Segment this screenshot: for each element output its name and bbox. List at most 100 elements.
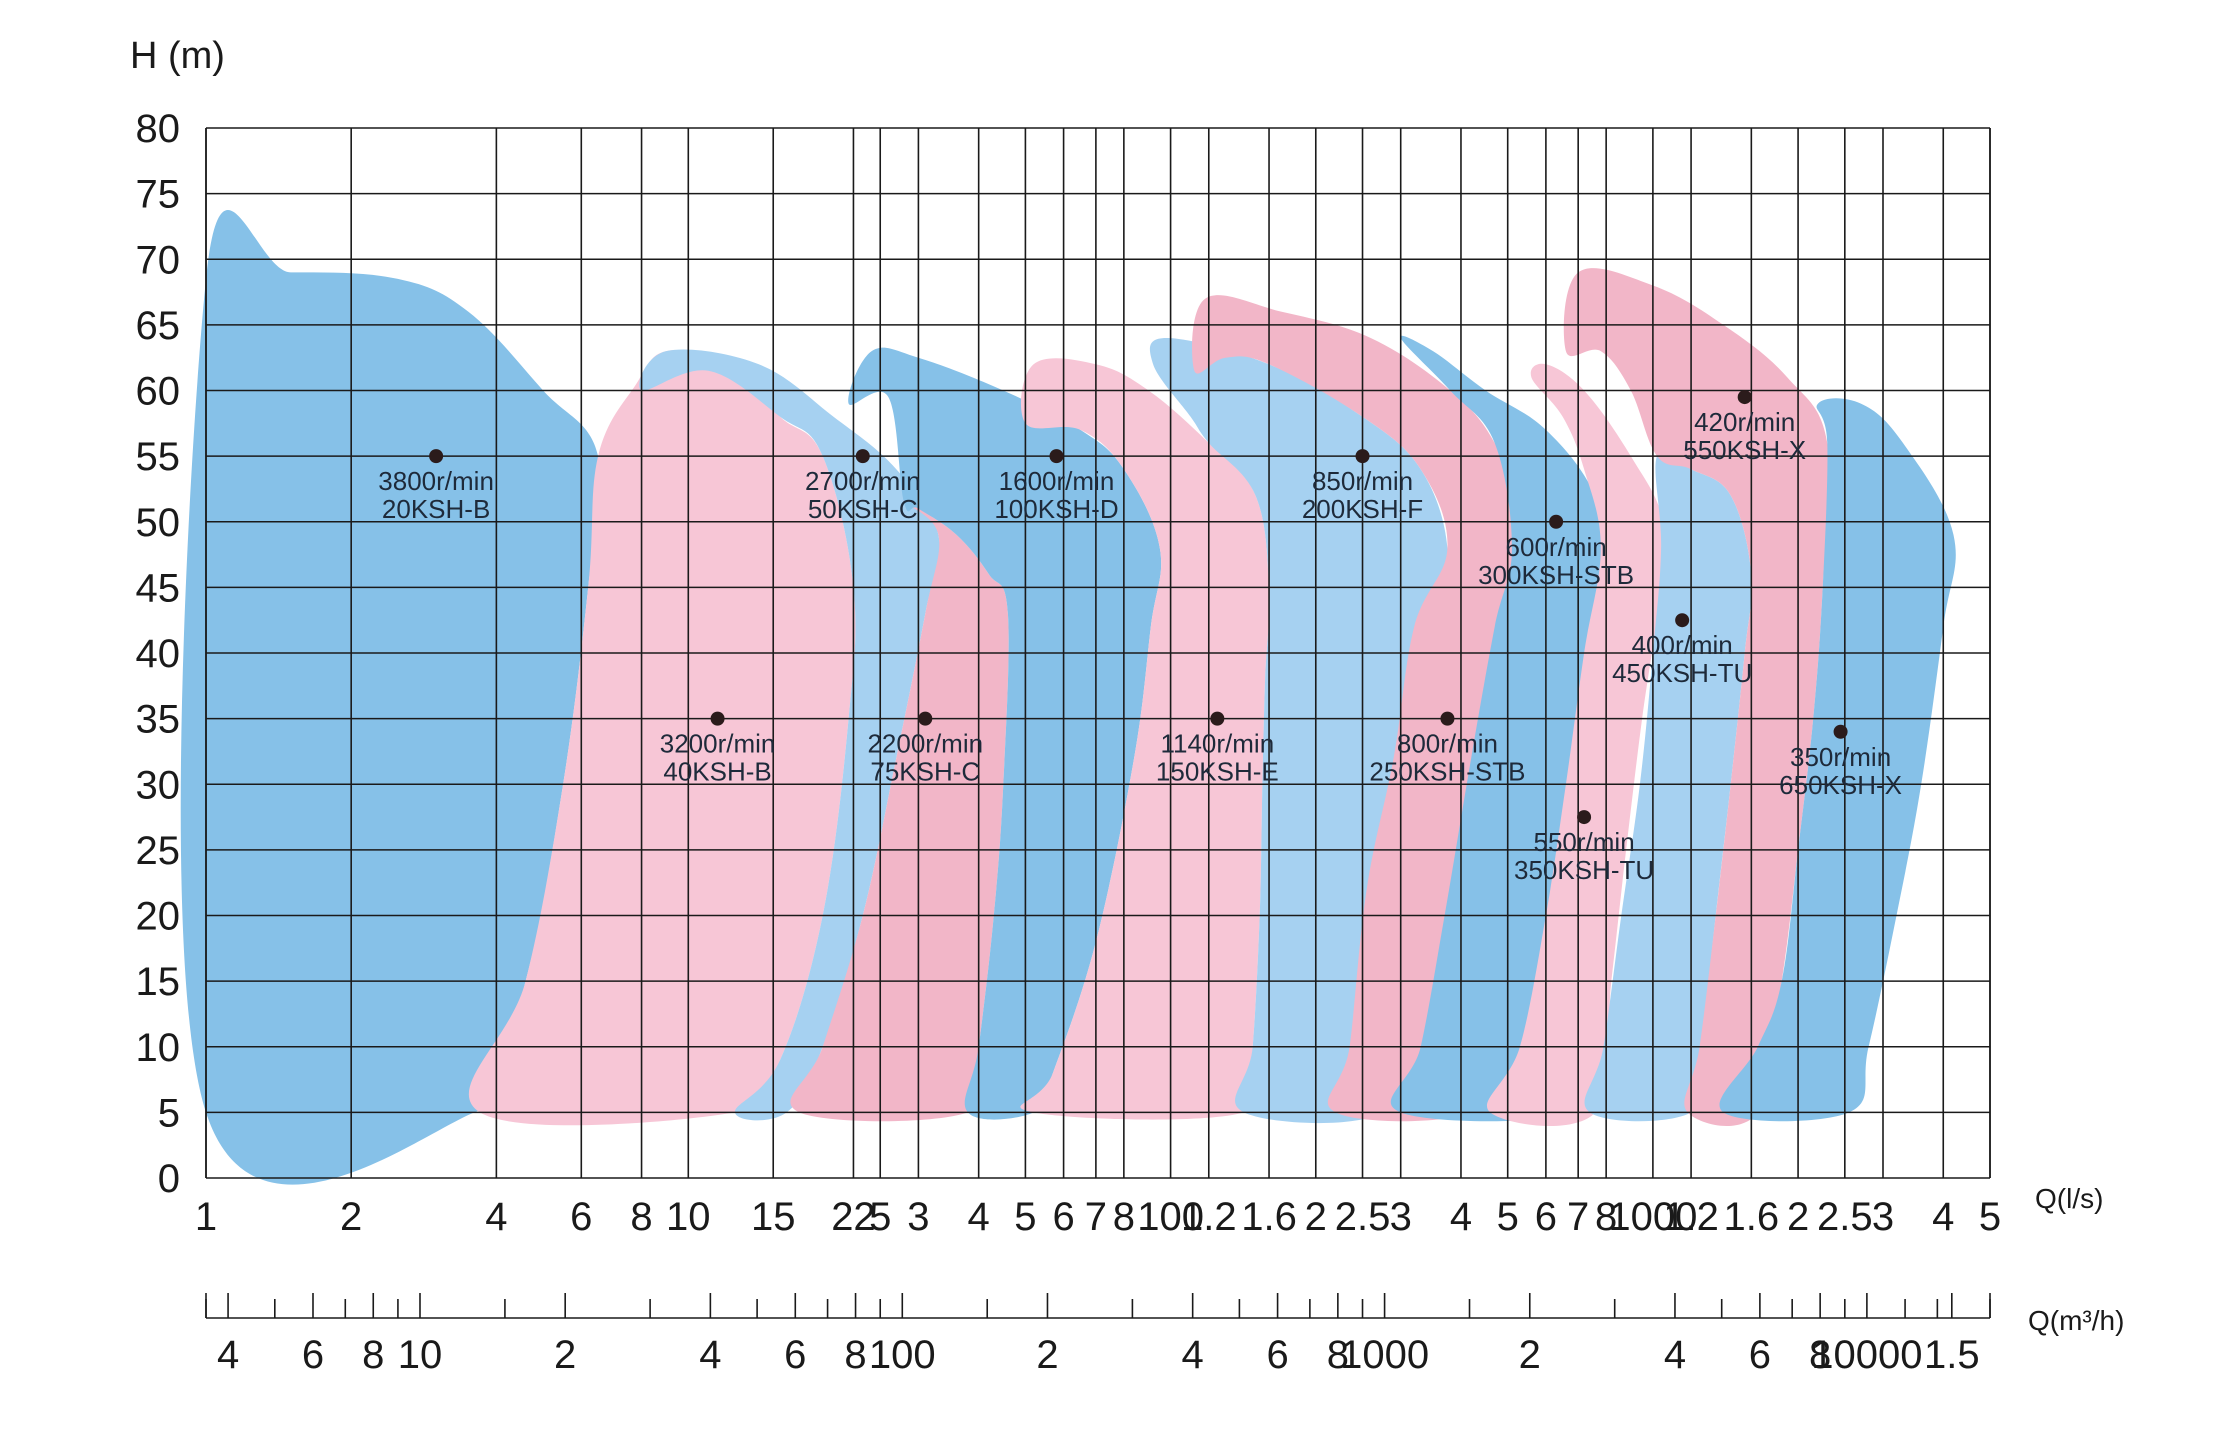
x-tick-label: 5 [1979,1195,2001,1239]
y-tick-label: 40 [136,632,181,676]
x2-tick-label: 10 [398,1333,443,1377]
model-label: 200KSH-F [1302,494,1423,524]
model-label: 150KSH-E [1156,757,1279,787]
point-200ksh-f [1355,449,1370,464]
x2-tick-label: 6 [1266,1333,1288,1377]
x-tick-label: 1000 [1608,1195,1697,1239]
point-50ksh-c [855,449,870,464]
point-250ksh-stb [1440,711,1455,726]
speed-label: 600r/min [1506,532,1607,562]
y-tick-label: 45 [136,566,181,610]
speed-label: 850r/min [1312,466,1413,496]
secondary-x-axis-unit-label: Q(m³/h) [2028,1305,2124,1336]
y-tick-label: 55 [136,435,181,479]
x2-tick-label: 8 [844,1333,866,1377]
point-75ksh-c [918,711,933,726]
speed-label: 2700r/min [805,466,921,496]
y-tick-label: 30 [136,763,181,807]
x-tick-label: 5 [1014,1195,1036,1239]
x2-tick-label: 4 [699,1333,721,1377]
model-label: 550KSH-X [1683,435,1806,465]
series-points [429,390,1848,825]
x-tick-label: 8 [630,1195,652,1239]
x2-tick-label: 6 [302,1333,324,1377]
point-300ksh-stb [1549,514,1564,529]
point-40ksh-b [710,711,725,726]
x-tick-label: 1.6 [1241,1195,1297,1239]
point-20ksh-b [429,449,444,464]
x2-tick-label: 6 [1749,1333,1771,1377]
point-100ksh-d [1049,449,1064,464]
speed-label: 350r/min [1790,742,1891,772]
x-tick-label: 5 [869,1195,891,1239]
speed-label: 3800r/min [378,466,494,496]
x-tick-label: 4 [968,1195,990,1239]
x-tick-label: 6 [570,1195,592,1239]
area-650ksh-x [1719,398,1956,1122]
y-tick-label: 35 [136,698,181,742]
y-tick-label: 15 [136,960,181,1004]
x-tick-label: 1.2 [1663,1195,1719,1239]
speed-label: 420r/min [1694,407,1795,437]
area-40ksh-b [468,349,856,1126]
x-axis-unit-label: Q(l/s) [2035,1183,2103,1214]
speed-label: 1140r/min [1160,729,1274,759]
y-axis-title: H (m) [130,35,225,77]
area-450ksh-tu [1584,451,1752,1122]
x-tick-label: 7 [1567,1195,1589,1239]
x-tick-label: 2.5 [1335,1195,1391,1239]
model-label: 20KSH-B [382,494,490,524]
x-tick-label: 4 [485,1195,507,1239]
x2-tick-label: 8 [362,1333,384,1377]
x-tick-label: 3 [1872,1195,1894,1239]
x-tick-label: 8 [1113,1195,1135,1239]
area-350ksh-tu [1486,363,1666,1127]
point-550ksh-x [1737,390,1752,405]
speed-label: 400r/min [1632,630,1733,660]
model-label: 40KSH-B [663,757,771,787]
x2-tick-label: 6 [784,1333,806,1377]
x-tick-label: 2 [1787,1195,1809,1239]
y-tick-label: 75 [136,173,181,217]
x-tick-label: 1.2 [1181,1195,1237,1239]
x-tick-label: 2 [340,1195,362,1239]
x-tick-label: 3 [907,1195,929,1239]
y-tick-label: 5 [158,1091,180,1135]
x-tick-label: 2.5 [1817,1195,1873,1239]
x2-tick-label: 10000 [1811,1333,1922,1377]
model-label: 650KSH-X [1779,770,1902,800]
y-tick-label: 50 [136,501,181,545]
model-label: 350KSH-TU [1514,855,1654,885]
area-550ksh-x [1563,268,1830,1127]
x-tick-label: 7 [1085,1195,1107,1239]
x2-tick-label: 1000 [1340,1333,1429,1377]
model-label: 450KSH-TU [1612,658,1752,688]
series-areas [180,209,1956,1185]
x2-tick-label: 1.5 [1924,1333,1980,1377]
speed-label: 800r/min [1397,729,1498,759]
y-tick-label: 60 [136,370,181,414]
y-tick-label: 65 [136,304,181,348]
x-tick-label: 6 [1052,1195,1074,1239]
x-tick-label: 6 [1535,1195,1557,1239]
model-label: 100KSH-D [994,494,1118,524]
x-tick-label: 22 [831,1195,876,1239]
x-tick-label: 8 [1595,1195,1617,1239]
x-tick-label: 1.6 [1724,1195,1780,1239]
y-tick-label: 25 [136,829,181,873]
area-50ksh-c [639,349,940,1121]
y-tick-label: 10 [136,1026,181,1070]
x2-tick-label: 4 [217,1333,239,1377]
x-tick-label: 100 [1137,1195,1204,1239]
x2-tick-label: 100 [869,1333,936,1377]
x2-tick-label: 8 [1327,1333,1349,1377]
x-tick-label: 10 [666,1195,711,1239]
x2-tick-label: 4 [1664,1333,1686,1377]
speed-label: 1600r/min [999,466,1115,496]
x-tick-label: 1 [195,1195,217,1239]
